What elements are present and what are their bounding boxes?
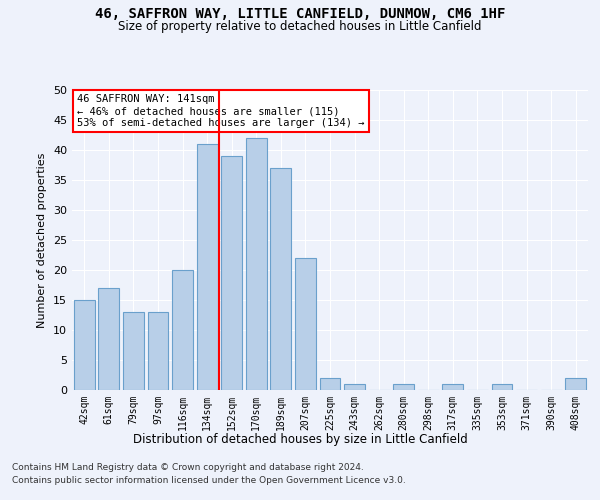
Text: Size of property relative to detached houses in Little Canfield: Size of property relative to detached ho… — [118, 20, 482, 33]
Text: 46 SAFFRON WAY: 141sqm
← 46% of detached houses are smaller (115)
53% of semi-de: 46 SAFFRON WAY: 141sqm ← 46% of detached… — [77, 94, 365, 128]
Bar — [246, 138, 267, 390]
Bar — [295, 258, 316, 390]
Bar — [565, 378, 586, 390]
Text: Contains public sector information licensed under the Open Government Licence v3: Contains public sector information licen… — [12, 476, 406, 485]
Bar — [442, 384, 463, 390]
Text: Distribution of detached houses by size in Little Canfield: Distribution of detached houses by size … — [133, 432, 467, 446]
Bar — [98, 288, 119, 390]
Bar — [491, 384, 512, 390]
Bar — [271, 168, 292, 390]
Bar — [74, 300, 95, 390]
Bar — [123, 312, 144, 390]
Y-axis label: Number of detached properties: Number of detached properties — [37, 152, 47, 328]
Bar — [148, 312, 169, 390]
Bar — [197, 144, 218, 390]
Text: 46, SAFFRON WAY, LITTLE CANFIELD, DUNMOW, CM6 1HF: 46, SAFFRON WAY, LITTLE CANFIELD, DUNMOW… — [95, 8, 505, 22]
Bar — [221, 156, 242, 390]
Bar — [172, 270, 193, 390]
Bar — [393, 384, 414, 390]
Bar — [344, 384, 365, 390]
Text: Contains HM Land Registry data © Crown copyright and database right 2024.: Contains HM Land Registry data © Crown c… — [12, 464, 364, 472]
Bar — [320, 378, 340, 390]
